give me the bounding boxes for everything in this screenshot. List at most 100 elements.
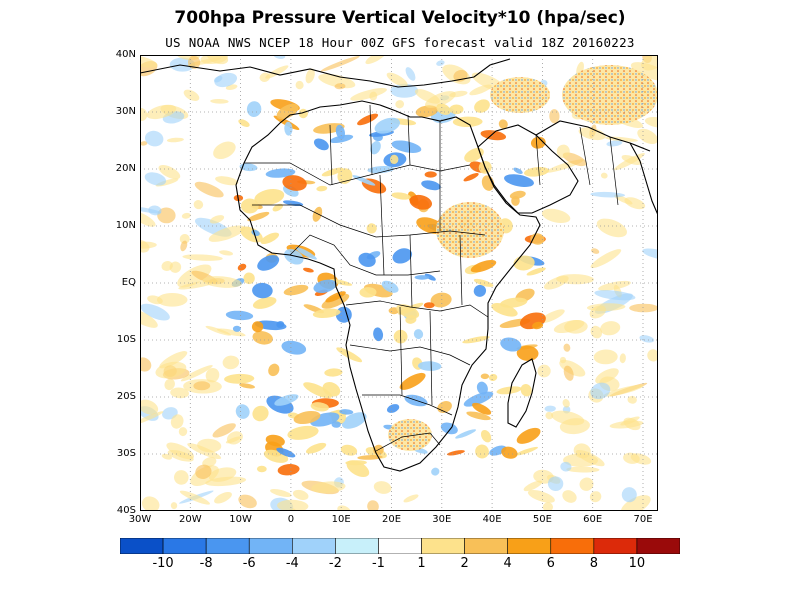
field-patch xyxy=(321,167,344,177)
field-patch xyxy=(578,127,606,141)
field-patch xyxy=(157,207,176,224)
field-patch xyxy=(589,305,606,319)
field-patch xyxy=(339,409,354,415)
field-patch xyxy=(562,399,570,408)
lon-label: 30E xyxy=(432,514,452,525)
field-patch xyxy=(509,190,526,199)
field-patch xyxy=(336,347,363,363)
field-patch xyxy=(238,494,257,509)
field-patch xyxy=(252,296,277,309)
field-patch xyxy=(187,55,201,69)
field-patch xyxy=(359,287,377,298)
lon-label: 70E xyxy=(633,514,653,525)
field-patch xyxy=(180,240,188,252)
field-patch xyxy=(504,174,534,187)
lat-label: 30N xyxy=(115,106,136,117)
lat-label: 40N xyxy=(115,49,136,60)
field-patch xyxy=(516,427,541,444)
field-patch xyxy=(600,172,608,179)
field-patch xyxy=(282,175,307,191)
colorbar-swatch xyxy=(507,538,552,554)
field-patch xyxy=(155,361,187,379)
field-patch xyxy=(562,490,577,503)
lat-label: EQ xyxy=(121,277,136,288)
field-patch xyxy=(193,381,211,391)
colorbar-swatch xyxy=(636,538,680,554)
field-patch xyxy=(350,87,387,101)
field-patch xyxy=(549,109,560,124)
field-patch xyxy=(501,446,518,459)
field-patch xyxy=(237,263,247,271)
field-patch xyxy=(305,442,327,454)
field-patch xyxy=(596,218,628,238)
colorbar-tick-label: 6 xyxy=(546,556,555,571)
field-patch xyxy=(541,208,571,224)
lon-label: 20E xyxy=(381,514,402,525)
field-patch xyxy=(403,494,419,503)
field-patch xyxy=(178,427,188,437)
colorbar-tick-label: -4 xyxy=(285,556,299,571)
field-patch xyxy=(365,55,387,65)
field-patch xyxy=(603,384,644,397)
field-patch xyxy=(421,180,441,191)
field-patch xyxy=(265,434,285,447)
field-patch xyxy=(205,367,220,383)
field-patch xyxy=(414,89,441,104)
field-patch xyxy=(523,480,543,492)
chart-title: 700hpa Pressure Vertical Velocity*10 (hp… xyxy=(174,8,626,28)
field-patch xyxy=(395,100,405,109)
field-patch xyxy=(292,489,309,500)
field-patch xyxy=(260,232,280,245)
field-patch xyxy=(357,455,383,460)
lat-label: 30S xyxy=(116,448,136,459)
field-patch xyxy=(281,340,307,355)
field-patch xyxy=(180,365,213,382)
colorbar-swatch xyxy=(550,538,595,554)
field-patch xyxy=(414,275,430,280)
field-patch xyxy=(430,292,452,308)
field-patch xyxy=(559,418,590,435)
field-patch xyxy=(425,91,456,108)
field-patch xyxy=(594,290,636,301)
field-patch xyxy=(560,461,572,472)
field-patch xyxy=(637,128,658,145)
field-patch xyxy=(533,469,554,484)
field-patch xyxy=(500,297,528,308)
lat-label: 20N xyxy=(115,163,136,174)
field-patch xyxy=(140,308,158,328)
field-patch xyxy=(287,425,319,440)
field-patch xyxy=(238,119,250,127)
field-patch xyxy=(381,280,399,293)
field-patch xyxy=(217,328,246,337)
field-patch xyxy=(391,192,411,200)
field-patch xyxy=(358,252,376,268)
field-patch xyxy=(424,171,437,178)
colorbar-swatch xyxy=(421,538,465,554)
field-patch xyxy=(480,373,490,380)
field-patch xyxy=(341,412,367,429)
field-patch xyxy=(277,464,300,476)
field-patch xyxy=(562,152,587,167)
field-patch xyxy=(170,414,184,429)
field-patch xyxy=(539,309,565,324)
field-patch xyxy=(252,405,269,422)
field-patch xyxy=(630,62,658,81)
field-patch xyxy=(322,382,341,397)
lat-label: 40S xyxy=(116,505,136,516)
field-patch xyxy=(140,303,170,321)
field-patch xyxy=(310,402,329,412)
lon-label: 10W xyxy=(229,514,252,525)
field-patch xyxy=(556,274,594,285)
field-patch xyxy=(415,105,439,118)
field-patch xyxy=(340,444,358,456)
field-patch xyxy=(647,349,658,362)
field-patch xyxy=(544,405,556,412)
field-patch xyxy=(370,141,381,155)
field-patch xyxy=(252,282,273,299)
field-patch xyxy=(405,67,416,81)
field-patch xyxy=(224,373,255,384)
field-patch xyxy=(563,343,571,352)
field-patch xyxy=(235,404,250,419)
field-patch xyxy=(473,284,487,297)
lat-label: 10N xyxy=(115,220,136,231)
